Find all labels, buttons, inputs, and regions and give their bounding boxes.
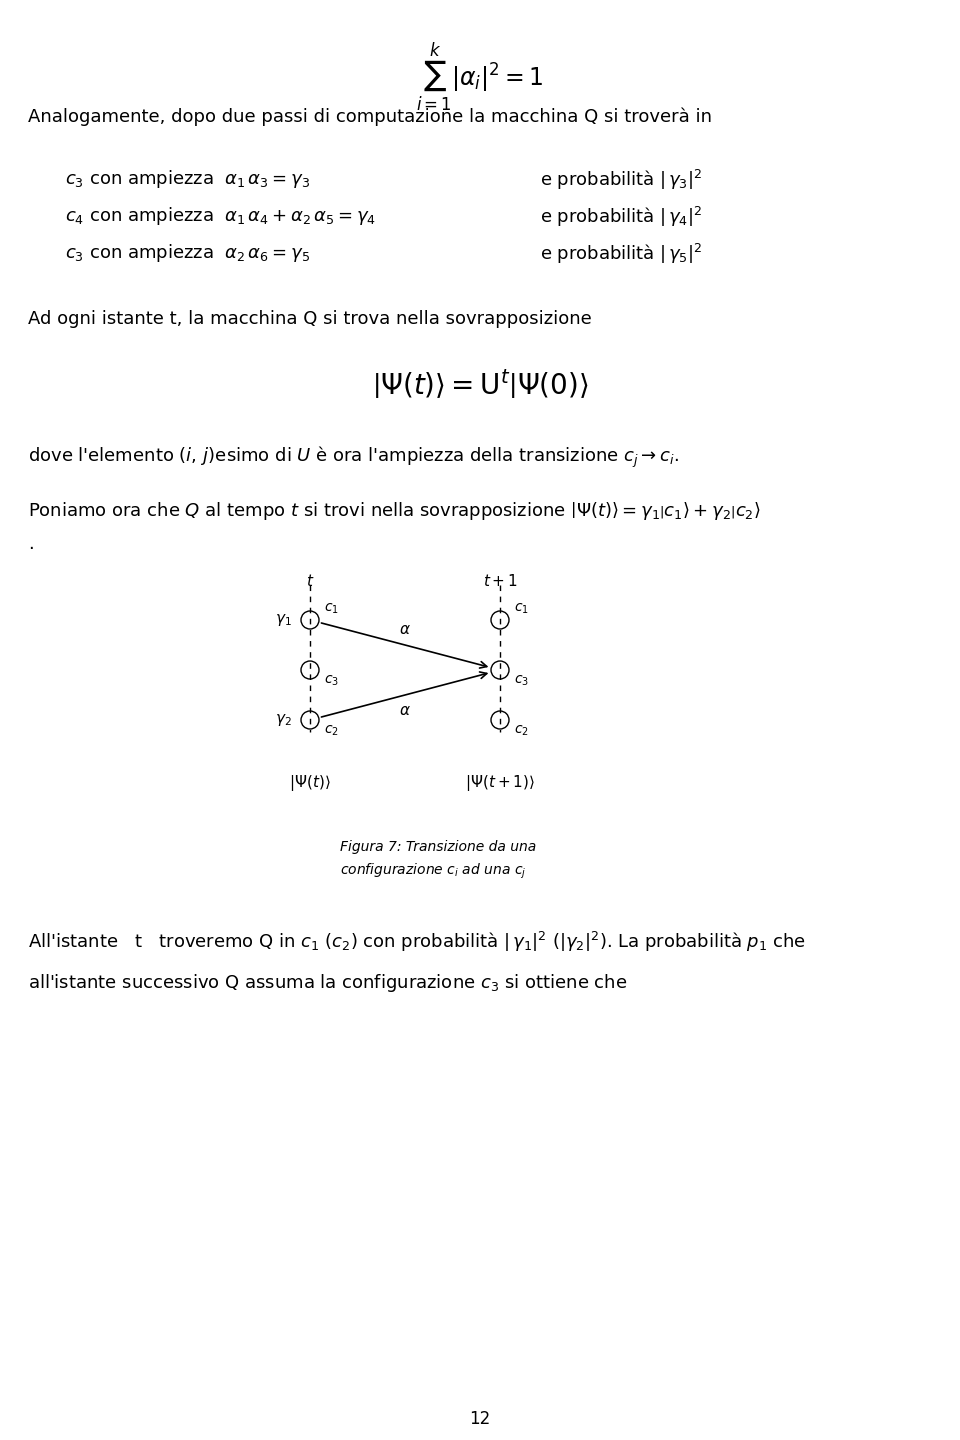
Text: $c_2$: $c_2$: [324, 724, 339, 739]
Text: Ad ogni istante t, la macchina Q si trova nella sovrapposizione: Ad ogni istante t, la macchina Q si trov…: [28, 310, 591, 328]
Text: $\sum_{i=1}^{k}|\alpha_i|^2=1$: $\sum_{i=1}^{k}|\alpha_i|^2=1$: [417, 40, 543, 112]
Text: Analogamente, dopo due passi di computazione la macchina Q si troverà in: Analogamente, dopo due passi di computaz…: [28, 108, 712, 127]
Text: $c_3$ con ampiezza  $\alpha_1\,\alpha_3 = \gamma_3$: $c_3$ con ampiezza $\alpha_1\,\alpha_3 =…: [65, 168, 310, 190]
Text: $c_1$: $c_1$: [514, 602, 529, 616]
Text: e probabilità $|\,\gamma_4|^2$: e probabilità $|\,\gamma_4|^2$: [540, 204, 703, 229]
Text: Figura 7: Transizione da una
configurazione $c_i$ ad una $c_j$: Figura 7: Transizione da una configurazi…: [340, 840, 537, 881]
Text: $t+1$: $t+1$: [483, 573, 517, 589]
Text: $c_3$ con ampiezza  $\alpha_2\,\alpha_6 = \gamma_5$: $c_3$ con ampiezza $\alpha_2\,\alpha_6 =…: [65, 242, 310, 264]
Text: $|\Psi(t)\rangle$: $|\Psi(t)\rangle$: [289, 773, 331, 793]
Text: $\gamma_2$: $\gamma_2$: [276, 711, 292, 729]
Text: $\gamma_1$: $\gamma_1$: [276, 612, 292, 628]
Text: $t$: $t$: [306, 573, 314, 589]
Text: .: .: [28, 536, 34, 553]
Text: $c_2$: $c_2$: [514, 724, 529, 739]
Text: $c_1$: $c_1$: [324, 602, 339, 616]
Text: dove l'elemento $(i,\,j)$esimo di $U$ è ora l'ampiezza della transizione $c_j \t: dove l'elemento $(i,\,j)$esimo di $U$ è …: [28, 445, 680, 471]
Text: All'istante   t   troveremo Q in $c_1$ ($c_2$) con probabilità $|\,\gamma_1|^2$ : All'istante t troveremo Q in $c_1$ ($c_2…: [28, 930, 806, 955]
Text: $\alpha$: $\alpha$: [399, 622, 411, 636]
Text: $c_4$ con ampiezza  $\alpha_1\,\alpha_4 + \alpha_2\,\alpha_5 = \gamma_4$: $c_4$ con ampiezza $\alpha_1\,\alpha_4 +…: [65, 204, 376, 228]
Text: 12: 12: [469, 1410, 491, 1428]
Text: e probabilità $|\,\gamma_3|^2$: e probabilità $|\,\gamma_3|^2$: [540, 168, 703, 192]
Text: e probabilità $|\,\gamma_5|^2$: e probabilità $|\,\gamma_5|^2$: [540, 242, 703, 266]
Text: $|\Psi(t+1)\rangle$: $|\Psi(t+1)\rangle$: [465, 773, 535, 793]
Text: $c_3$: $c_3$: [324, 674, 339, 688]
Text: Poniamo ora che $Q$ al tempo $t$ si trovi nella sovrapposizione $\left|\Psi(t)\r: Poniamo ora che $Q$ al tempo $t$ si trov…: [28, 500, 761, 521]
Text: $c_3$: $c_3$: [514, 674, 529, 688]
Text: $\left|\Psi(t)\right\rangle = \mathrm{U}^t\left|\Psi(0)\right\rangle$: $\left|\Psi(t)\right\rangle = \mathrm{U}…: [372, 369, 588, 402]
Text: $\alpha$: $\alpha$: [399, 703, 411, 719]
Text: all'istante successivo Q assuma la configurazione $c_3$ si ottiene che: all'istante successivo Q assuma la confi…: [28, 972, 627, 994]
